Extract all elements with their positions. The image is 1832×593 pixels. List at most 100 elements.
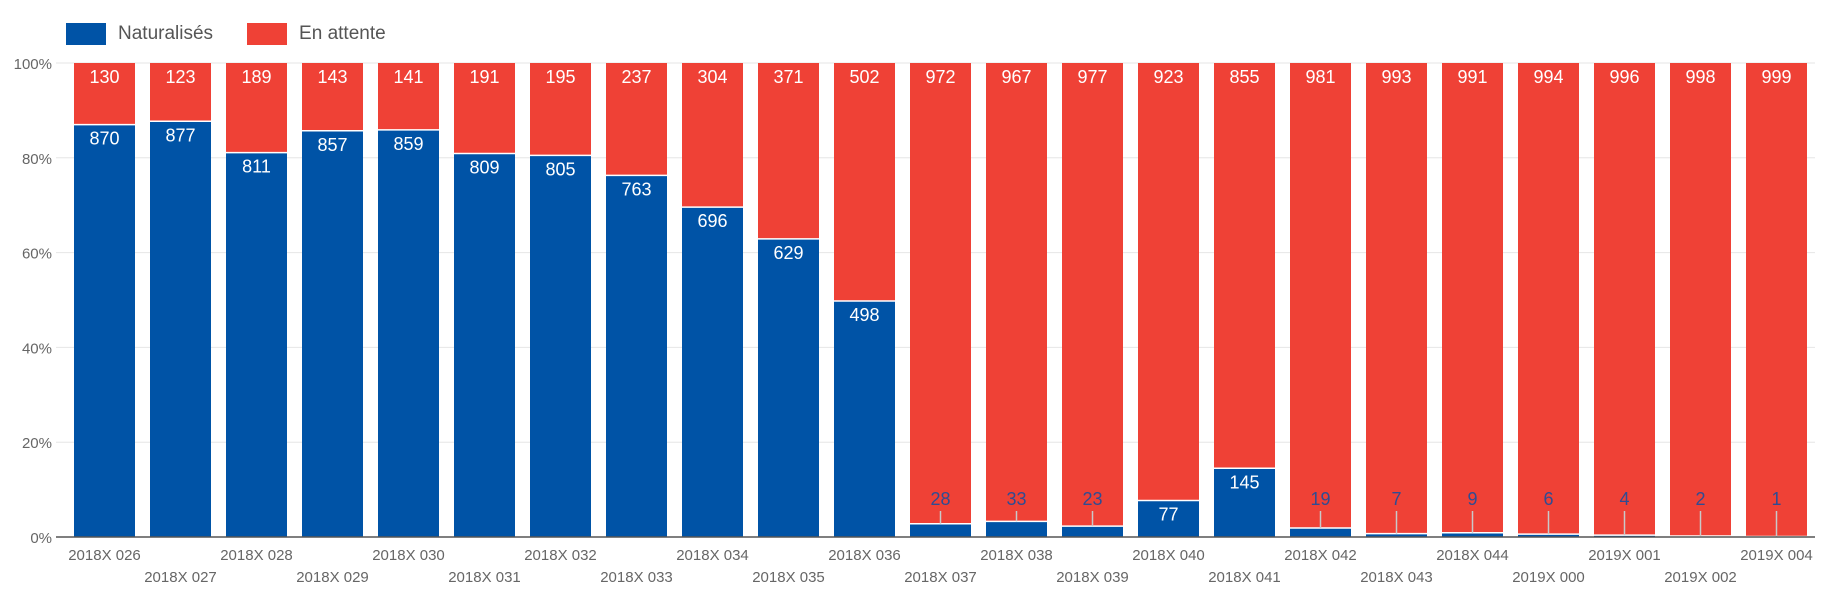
legend-item-naturalises[interactable]: Naturalisés <box>66 23 213 45</box>
data-label-en-attente: 991 <box>1457 67 1487 87</box>
bar-en-attente[interactable] <box>1746 63 1807 537</box>
data-label-naturalises: 6 <box>1543 489 1553 509</box>
bar-en-attente[interactable] <box>1670 63 1731 537</box>
data-label-naturalises: 2 <box>1695 489 1705 509</box>
data-label-naturalises: 7 <box>1391 489 1401 509</box>
data-label-en-attente: 998 <box>1685 67 1715 87</box>
y-tick-label: 100% <box>14 56 52 73</box>
bar-en-attente[interactable] <box>834 63 895 301</box>
bar-en-attente[interactable] <box>606 63 667 176</box>
bar-en-attente[interactable] <box>1062 63 1123 527</box>
bar-naturalises[interactable] <box>1442 532 1503 537</box>
x-tick-label: 2018X 037 <box>904 569 977 586</box>
bar-naturalises[interactable] <box>530 155 591 537</box>
x-tick-label: 2018X 036 <box>828 547 901 564</box>
bar-en-attente[interactable] <box>378 63 439 130</box>
legend-swatch <box>66 23 106 45</box>
y-tick-label: 80% <box>22 151 52 168</box>
data-label-en-attente: 855 <box>1229 67 1259 87</box>
data-label-en-attente: 996 <box>1609 67 1639 87</box>
data-label-naturalises: 77 <box>1158 505 1178 525</box>
bar-naturalises[interactable] <box>1366 533 1427 537</box>
data-label-en-attente: 141 <box>393 67 423 87</box>
data-label-naturalises: 1 <box>1771 489 1781 509</box>
bar-en-attente[interactable] <box>150 63 211 122</box>
data-label-en-attente: 999 <box>1761 67 1791 87</box>
x-tick-label: 2019X 004 <box>1740 547 1813 564</box>
data-label-en-attente: 994 <box>1533 67 1563 87</box>
x-tick-label: 2018X 038 <box>980 547 1053 564</box>
bar-naturalises[interactable] <box>226 152 287 537</box>
data-label-en-attente: 981 <box>1305 67 1335 87</box>
x-tick-label: 2018X 042 <box>1284 547 1357 564</box>
data-label-en-attente: 993 <box>1381 67 1411 87</box>
y-tick-label: 0% <box>30 530 52 547</box>
bar-en-attente[interactable] <box>986 63 1047 522</box>
bar-naturalises[interactable] <box>1290 527 1351 537</box>
bar-naturalises[interactable] <box>910 523 971 537</box>
x-tick-label: 2018X 031 <box>448 569 521 586</box>
bar-naturalises[interactable] <box>378 129 439 538</box>
data-label-en-attente: 304 <box>697 67 727 87</box>
x-tick-label: 2018X 044 <box>1436 547 1509 564</box>
x-tick-label: 2018X 033 <box>600 569 673 586</box>
data-label-naturalises: 805 <box>545 159 575 179</box>
bar-naturalises[interactable] <box>454 153 515 537</box>
bar-naturalises[interactable] <box>1214 468 1275 537</box>
bar-en-attente[interactable] <box>682 63 743 208</box>
data-label-en-attente: 972 <box>925 67 955 87</box>
data-label-en-attente: 143 <box>317 67 347 87</box>
bar-naturalises[interactable] <box>1062 526 1123 537</box>
bar-en-attente[interactable] <box>758 63 819 239</box>
data-label-naturalises: 629 <box>773 243 803 263</box>
bar-en-attente[interactable] <box>1366 63 1427 534</box>
data-label-en-attente: 191 <box>469 67 499 87</box>
bar-en-attente[interactable] <box>302 63 363 131</box>
data-label-naturalises: 696 <box>697 211 727 231</box>
bar-naturalises[interactable] <box>1518 534 1579 537</box>
bar-en-attente[interactable] <box>74 63 135 125</box>
y-tick-label: 40% <box>22 340 52 357</box>
x-tick-label: 2018X 028 <box>220 547 293 564</box>
bar-en-attente[interactable] <box>226 63 287 153</box>
data-label-en-attente: 967 <box>1001 67 1031 87</box>
x-tick-label: 2018X 026 <box>68 547 141 564</box>
bar-en-attente[interactable] <box>530 63 591 156</box>
bar-en-attente[interactable] <box>910 63 971 524</box>
bar-en-attente[interactable] <box>1138 63 1199 501</box>
bar-en-attente[interactable] <box>1518 63 1579 535</box>
data-label-naturalises: 870 <box>89 129 119 149</box>
bar-naturalises[interactable] <box>302 130 363 538</box>
legend-label: Naturalisés <box>118 23 214 44</box>
bar-en-attente[interactable] <box>1214 63 1275 469</box>
x-tick-label: 2019X 001 <box>1588 547 1661 564</box>
data-label-naturalises: 23 <box>1082 489 1102 509</box>
data-label-naturalises: 498 <box>849 305 879 325</box>
data-label-en-attente: 237 <box>621 67 651 87</box>
x-tick-label: 2018X 034 <box>676 547 749 564</box>
bar-en-attente[interactable] <box>1442 63 1503 533</box>
data-label-naturalises: 811 <box>242 157 271 177</box>
bar-naturalises[interactable] <box>1594 535 1655 537</box>
data-label-en-attente: 189 <box>241 67 271 87</box>
data-label-naturalises: 28 <box>930 489 950 509</box>
bar-en-attente[interactable] <box>1290 63 1351 528</box>
bar-naturalises[interactable] <box>758 238 819 537</box>
data-label-en-attente: 195 <box>545 67 575 87</box>
bar-en-attente[interactable] <box>1594 63 1655 536</box>
data-label-naturalises: 763 <box>621 179 651 199</box>
bar-naturalises[interactable] <box>606 175 667 537</box>
bar-naturalises[interactable] <box>74 124 135 538</box>
legend-item-en-attente[interactable]: En attente <box>247 23 386 45</box>
bar-en-attente[interactable] <box>454 63 515 154</box>
bar-naturalises[interactable] <box>986 521 1047 537</box>
data-label-en-attente: 502 <box>849 67 879 87</box>
bar-naturalises[interactable] <box>682 207 743 537</box>
x-tick-label: 2018X 029 <box>296 569 369 586</box>
x-tick-label: 2018X 040 <box>1132 547 1205 564</box>
bar-naturalises[interactable] <box>150 121 211 537</box>
data-label-naturalises: 33 <box>1006 489 1026 509</box>
bar-naturalises[interactable] <box>1138 500 1199 537</box>
bar-naturalises[interactable] <box>834 300 895 537</box>
